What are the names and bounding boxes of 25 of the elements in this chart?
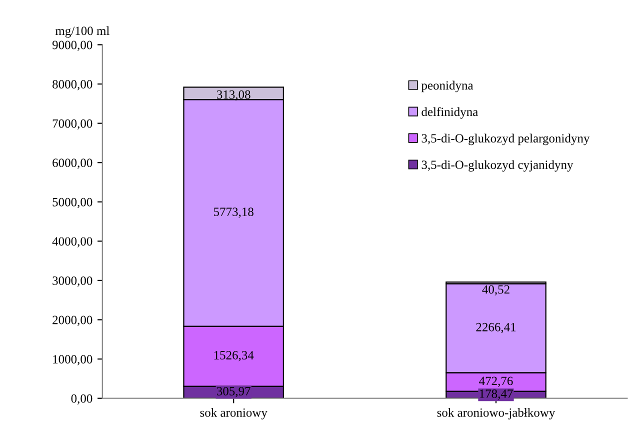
- y-axis-title: mg/100 ml: [55, 26, 110, 38]
- y-tick-label: 3000,00: [52, 276, 92, 287]
- y-tick-label: 7000,00: [52, 119, 92, 130]
- data-label: 472,76: [479, 376, 513, 387]
- y-tick-label: 5000,00: [52, 198, 92, 208]
- legend-label: delfinidyna: [422, 107, 478, 119]
- x-tick-label: sok aroniowy: [200, 408, 268, 420]
- y-tick-label: 8000,00: [52, 80, 92, 90]
- data-label: 5773,18: [214, 208, 254, 218]
- y-tick-label: 2000,00: [52, 316, 92, 326]
- y-tick-label: 0,00: [71, 394, 92, 405]
- data-label: 40,52: [482, 285, 510, 296]
- legend-label: peonidyna: [421, 80, 474, 92]
- data-label: 2266,41: [476, 322, 516, 334]
- x-tick-label: sok aroniowo-jabłkowy: [437, 408, 556, 420]
- legend-label: 3,5-di-O-glukozyd cyjanidyny: [422, 160, 574, 172]
- y-tick-label: 4000,00: [52, 237, 92, 248]
- y-tick-label: 6000,00: [52, 158, 92, 169]
- data-label: 178,47: [480, 390, 513, 400]
- legend-label: 3,5-di-O-glukozyd pelargonidyny: [422, 134, 590, 146]
- data-label: 313,08: [217, 90, 250, 101]
- data-label: 305,97: [217, 386, 250, 398]
- y-tick-label: 9000,00: [52, 40, 92, 51]
- y-tick-label: 1000,00: [53, 355, 92, 366]
- data-label: 1526,34: [214, 351, 254, 362]
